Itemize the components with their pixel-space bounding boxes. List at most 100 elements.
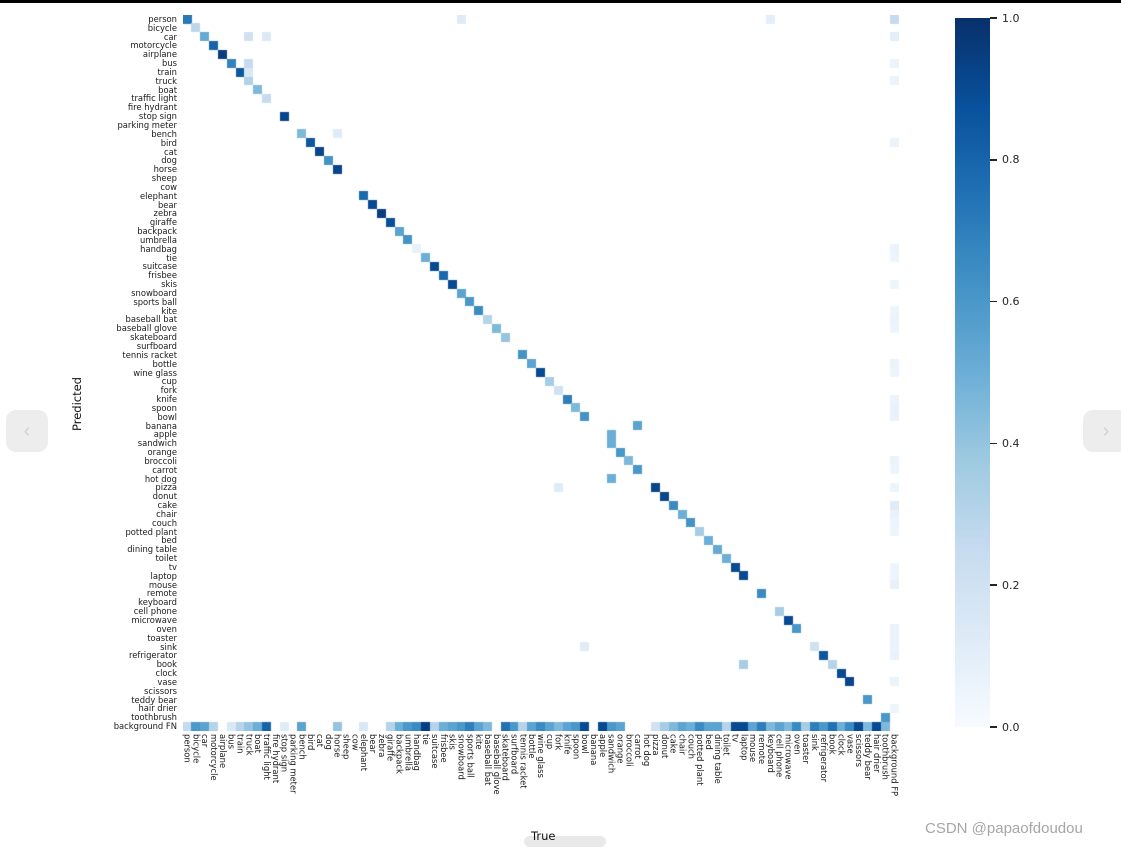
x-tick-label: skis xyxy=(447,734,458,750)
x-tick-label: vase xyxy=(845,734,856,754)
y-tick-label: carrot xyxy=(152,464,177,475)
y-tick-label: cup xyxy=(161,376,177,387)
x-tick-label: donut xyxy=(659,734,670,759)
colorbar-tick-label: 0.4 xyxy=(1002,436,1020,450)
carousel-prev-button[interactable]: ‹ xyxy=(6,410,48,452)
y-tick-label: cell phone xyxy=(133,606,177,617)
y-tick-label: giraffe xyxy=(149,217,177,228)
x-tick-label: traffic light xyxy=(261,734,272,780)
x-tick-label: surfboard xyxy=(509,734,520,775)
y-tick-label: remote xyxy=(146,588,177,599)
y-tick-label: banana xyxy=(145,420,177,431)
y-tick-label: scissors xyxy=(144,685,177,696)
x-tick-label: giraffe xyxy=(385,734,396,762)
x-tick-label: knife xyxy=(562,734,573,755)
y-tick-label: mouse xyxy=(148,579,177,590)
x-tick-label: bicycle xyxy=(191,734,202,764)
y-tick-label: tv xyxy=(168,561,177,572)
top-border-strip xyxy=(0,0,1121,3)
x-tick-label: frisbee xyxy=(438,734,449,763)
x-tick-label: train xyxy=(235,734,246,754)
x-tick-label: bottle xyxy=(527,734,538,759)
x-tick-label: toilet xyxy=(721,734,732,756)
x-tick-label: sports ball xyxy=(465,734,476,778)
y-tick-label: wine glass xyxy=(133,367,177,378)
horizontal-scrollbar-thumb[interactable] xyxy=(524,836,606,847)
x-tick-label: motorcycle xyxy=(208,734,219,781)
x-tick-label: cat xyxy=(315,734,325,748)
y-tick-label: bicycle xyxy=(147,22,177,33)
x-tick-label: scissors xyxy=(854,734,865,767)
x-tick-label: clock xyxy=(836,734,847,756)
y-tick-label: tennis racket xyxy=(122,349,177,360)
x-tick-label: sink xyxy=(810,734,821,751)
y-tick-label: kite xyxy=(161,305,177,316)
y-tick-label: traffic light xyxy=(131,93,177,104)
x-tick-label: tennis racket xyxy=(518,734,529,789)
x-tick-label: laptop xyxy=(739,734,750,761)
y-tick-label: sandwich xyxy=(137,438,177,449)
y-tick-label: dining table xyxy=(127,544,177,555)
y-tick-label: bottle xyxy=(152,358,178,369)
y-tick-label: sheep xyxy=(151,173,177,184)
y-tick-label: keyboard xyxy=(138,597,177,608)
y-tick-label: fire hydrant xyxy=(127,102,177,113)
y-tick-label: book xyxy=(156,659,177,670)
y-tick-label: pizza xyxy=(155,482,177,493)
csdn-watermark: CSDN @papaofdoudou xyxy=(925,820,1083,837)
y-tick-label: toaster xyxy=(147,632,177,643)
x-tick-label: carrot xyxy=(633,734,644,759)
x-tick-label: umbrella xyxy=(403,734,414,771)
x-axis-title: True xyxy=(531,829,556,843)
y-axis-tick-labels: person bicycle car motorcycle airplane bus tra… xyxy=(0,13,180,730)
y-tick-label: hair drier xyxy=(138,703,177,714)
x-tick-label: toothbrush xyxy=(880,734,891,780)
x-tick-label: airplane xyxy=(217,734,228,769)
x-axis-tick-labels: person bicycle car motorcycle airplane bus tra… xyxy=(182,734,899,834)
y-tick-label: handbag xyxy=(140,243,177,254)
x-tick-label: hair drier xyxy=(871,734,882,773)
y-tick-label: bowl xyxy=(157,411,177,422)
y-tick-label: toothbrush xyxy=(131,712,177,723)
colorbar xyxy=(955,18,990,727)
x-tick-label: bird xyxy=(306,734,317,751)
y-tick-label: snowboard xyxy=(131,287,177,298)
y-tick-label: dog xyxy=(161,155,177,166)
x-tick-label: mouse xyxy=(748,734,759,763)
y-tick-label: vase xyxy=(157,676,177,687)
colorbar-tick-mark xyxy=(990,584,997,586)
x-tick-label: bear xyxy=(368,734,379,754)
carousel-next-button[interactable]: › xyxy=(1083,410,1121,452)
y-tick-label: toilet xyxy=(155,553,178,564)
x-tick-label: refrigerator xyxy=(818,734,829,783)
x-tick-label: bed xyxy=(703,734,714,750)
x-tick-label: banana xyxy=(589,734,600,766)
y-tick-label: skateboard xyxy=(130,332,177,343)
x-tick-label: fire hydrant xyxy=(270,734,281,784)
x-tick-label: skateboard xyxy=(500,734,511,781)
x-tick-label: bus xyxy=(226,734,237,749)
x-tick-label: pizza xyxy=(650,734,661,756)
y-tick-label: zebra xyxy=(153,208,177,219)
y-tick-label: broccoli xyxy=(144,455,177,466)
y-tick-label: person xyxy=(148,13,177,24)
y-tick-label: hot dog xyxy=(144,473,177,484)
colorbar-tick-mark xyxy=(990,726,997,728)
y-tick-label: cake xyxy=(157,500,177,511)
y-tick-label: cow xyxy=(160,181,177,192)
y-tick-label: train xyxy=(157,66,178,77)
y-tick-label: orange xyxy=(147,447,177,458)
x-tick-label: sheep xyxy=(341,734,352,760)
y-tick-label: boat xyxy=(158,84,177,95)
y-tick-label: sink xyxy=(160,641,177,652)
y-tick-label: knife xyxy=(156,394,177,405)
y-tick-label: suitcase xyxy=(142,261,177,272)
y-tick-label: teddy bear xyxy=(131,694,177,705)
y-tick-label: sports ball xyxy=(133,296,177,307)
colorbar-tick-mark xyxy=(990,17,997,19)
y-tick-label: refrigerator xyxy=(128,650,177,661)
colorbar-tick-label: 0.8 xyxy=(1002,153,1020,167)
x-tick-label: car xyxy=(200,734,211,748)
x-tick-label: fork xyxy=(553,734,564,751)
x-tick-label: keyboard xyxy=(765,734,776,773)
